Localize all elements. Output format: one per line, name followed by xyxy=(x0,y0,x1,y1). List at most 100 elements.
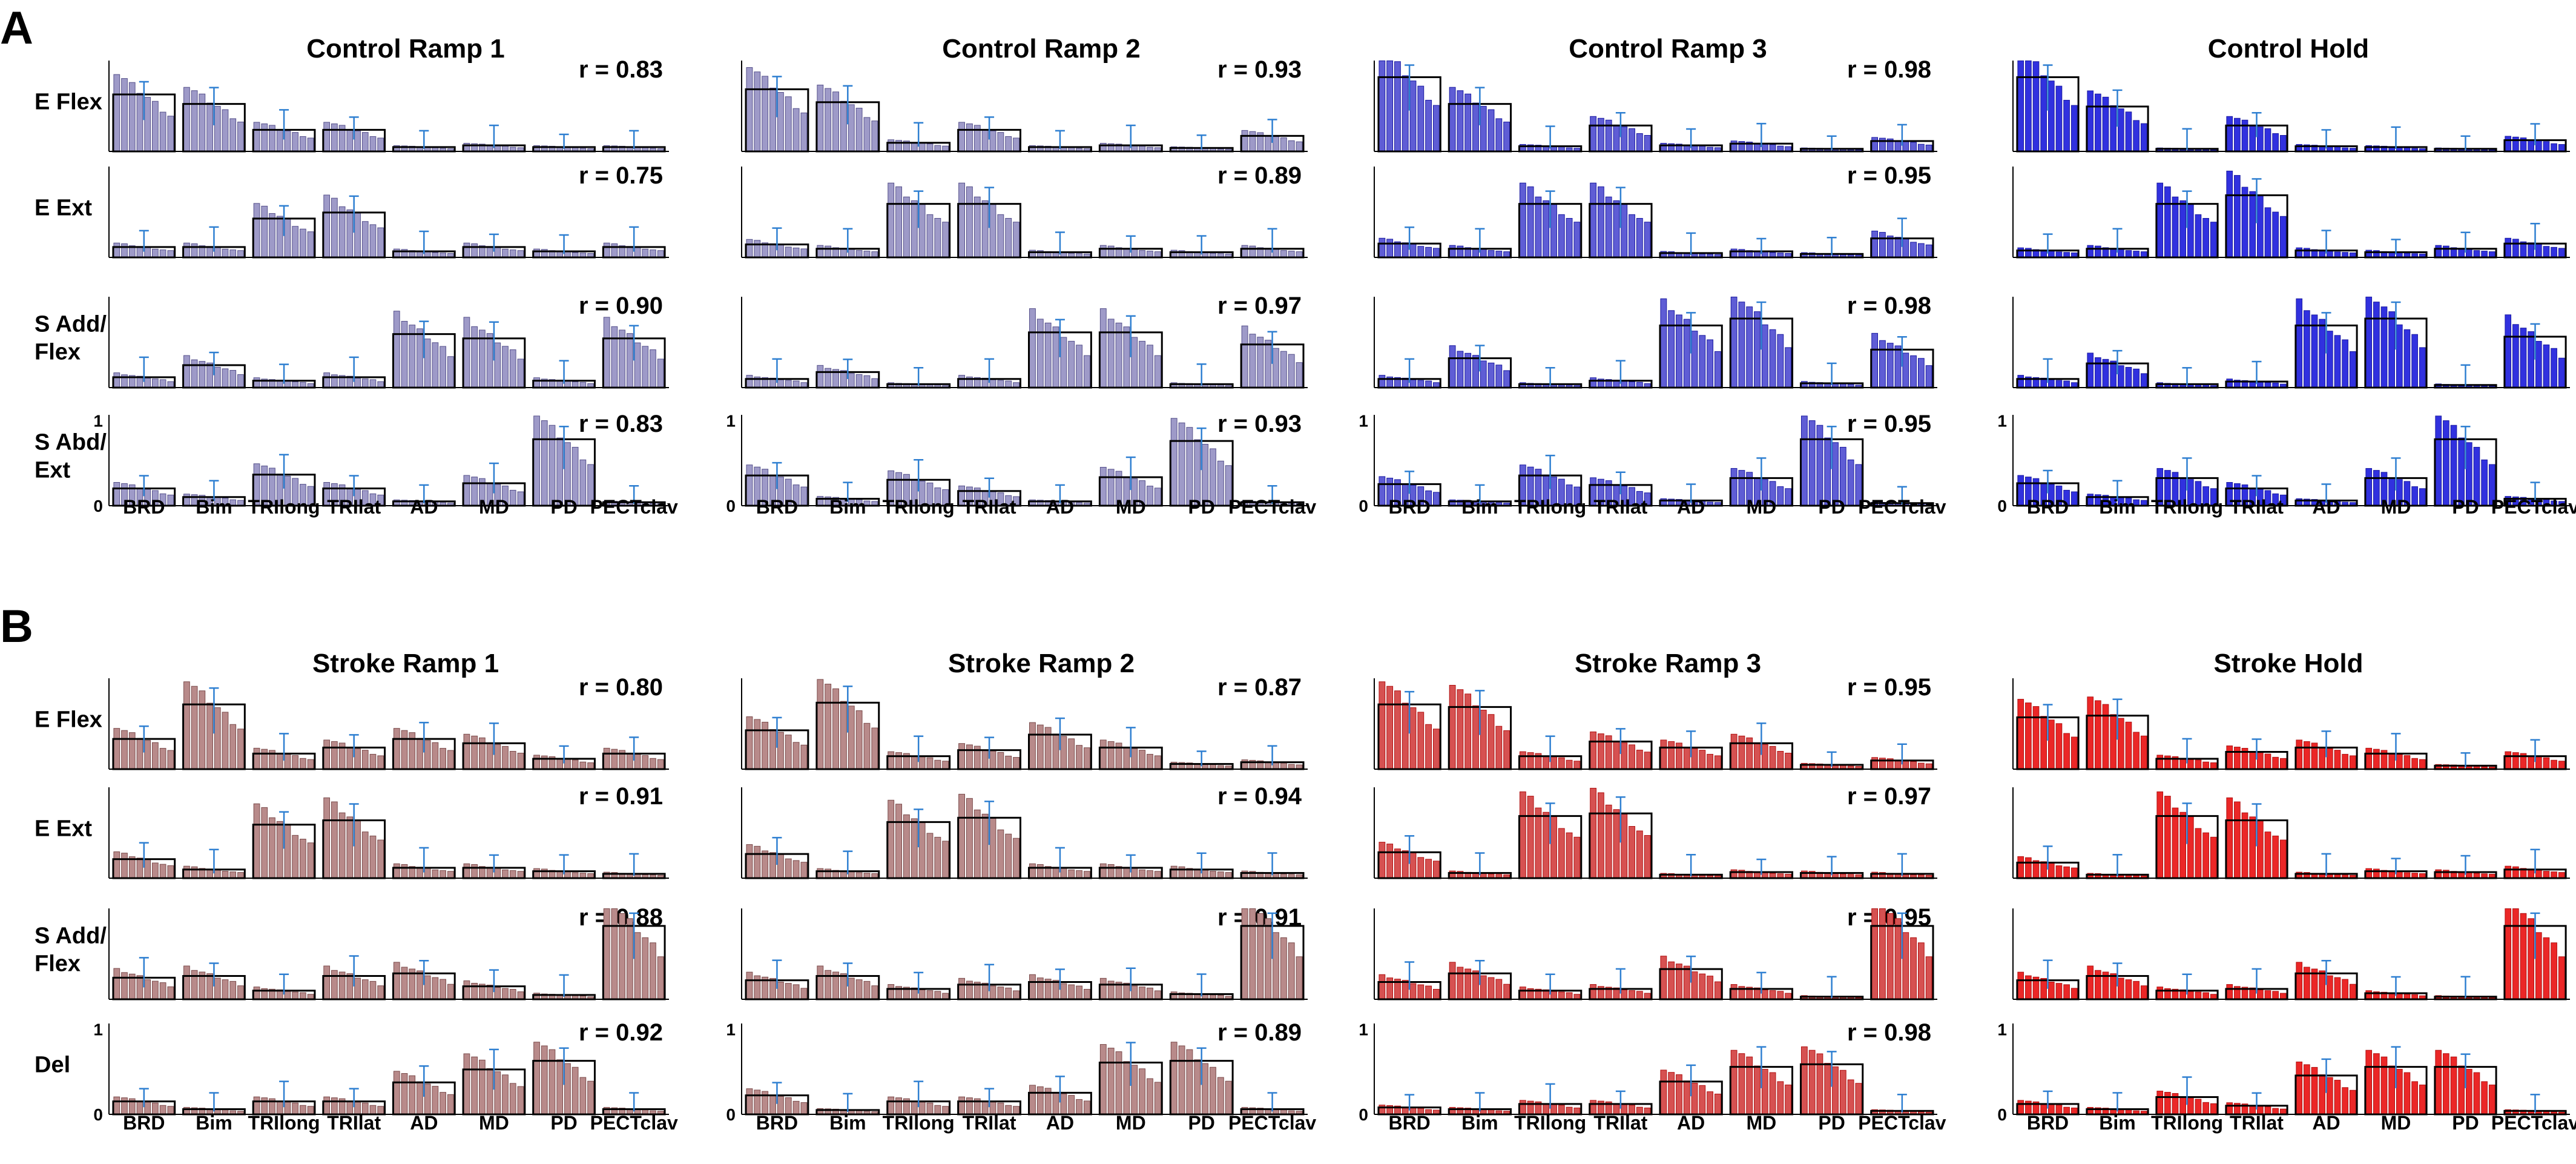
subject-bar xyxy=(777,732,783,769)
subject-bar xyxy=(2203,993,2209,999)
subject-bar xyxy=(2551,144,2557,151)
subject-bar xyxy=(1242,908,1248,999)
subject-bar xyxy=(2334,336,2340,388)
correlation-label: r = 0.97 xyxy=(1847,783,1931,810)
subject-bar xyxy=(1731,870,1737,878)
subject-bar xyxy=(262,124,268,151)
subject-bar xyxy=(1225,1081,1231,1114)
subject-bar xyxy=(207,974,213,999)
subject-bar xyxy=(1770,746,1776,769)
muscle-tick-label: PECTclav xyxy=(1228,496,1316,518)
subject-bar xyxy=(1457,351,1463,388)
subject-bar xyxy=(1053,734,1059,769)
subject-bar xyxy=(114,243,120,257)
subject-bar xyxy=(510,752,516,769)
subject-bar xyxy=(370,754,376,769)
subject-bar xyxy=(1265,136,1271,151)
subject-bar xyxy=(1217,872,1224,878)
subject-bar xyxy=(347,210,353,257)
subject-bar xyxy=(1433,248,1439,257)
subject-bar xyxy=(2280,840,2286,878)
subject-bar xyxy=(1566,219,1572,257)
subject-bar xyxy=(1457,246,1463,257)
subject-bar xyxy=(2419,1085,2425,1114)
subject-bar xyxy=(2133,981,2140,999)
subject-bar xyxy=(518,492,524,506)
subject-bar xyxy=(1037,319,1043,388)
subject-bar xyxy=(137,93,143,151)
subject-bar xyxy=(1433,861,1439,878)
subject-bar xyxy=(2049,251,2055,257)
subject-bar xyxy=(793,742,799,769)
subject-bar xyxy=(848,249,854,257)
subject-bar xyxy=(1739,471,1745,506)
subject-bar xyxy=(184,682,190,769)
subject-bar xyxy=(214,247,220,257)
subject-bar xyxy=(1762,144,1768,151)
subject-bar xyxy=(324,966,330,999)
subject-bar xyxy=(2412,487,2418,506)
subject-bar xyxy=(1410,81,1416,151)
subject-bar xyxy=(919,822,925,878)
subject-bar xyxy=(1250,246,1256,257)
subplot-title: Control Hold xyxy=(2208,34,2369,64)
subject-bar xyxy=(394,962,400,999)
subject-bar xyxy=(222,980,228,999)
subject-bar xyxy=(447,871,453,878)
subject-bar xyxy=(650,349,656,388)
subject-bar xyxy=(2551,943,2557,999)
muscle-tick-label: PD xyxy=(2452,1112,2479,1134)
subject-bar xyxy=(1504,730,1510,769)
subject-bar xyxy=(2265,208,2271,257)
subject-bar xyxy=(1076,1099,1082,1114)
subject-bar xyxy=(2304,1065,2310,1114)
subject-bar xyxy=(472,477,478,506)
subject-bar xyxy=(1006,136,1012,151)
subject-bar xyxy=(1504,984,1510,999)
subject-bar xyxy=(1265,919,1271,999)
subject-bar xyxy=(927,214,933,257)
subject-bar xyxy=(2141,736,2147,769)
subject-bar xyxy=(230,250,236,257)
subject-bar xyxy=(238,251,244,257)
subject-bar xyxy=(2188,816,2194,878)
subject-bar xyxy=(2210,222,2216,257)
subject-bar xyxy=(1872,231,1878,257)
subject-bar xyxy=(911,200,917,257)
subject-bar xyxy=(1496,119,1502,151)
subject-bar xyxy=(1030,309,1036,388)
subject-bar xyxy=(2443,246,2449,257)
muscle-tick-label: MD xyxy=(2381,1112,2411,1134)
subject-bar xyxy=(1817,1054,1823,1114)
subject-bar xyxy=(495,744,501,769)
subject-bar xyxy=(2103,97,2109,151)
subject-bar xyxy=(1210,1067,1216,1114)
subject-bar xyxy=(746,972,753,999)
subject-bar xyxy=(1911,242,1917,257)
subject-bar xyxy=(1379,61,1385,151)
subject-bar xyxy=(2327,976,2333,999)
subject-bar xyxy=(1013,991,1020,999)
subject-bar xyxy=(1379,238,1385,257)
subject-bar xyxy=(1296,957,1302,999)
subject-bar xyxy=(370,225,376,257)
subject-bar xyxy=(1613,125,1619,151)
subject-bar xyxy=(1684,966,1690,999)
subject-bar xyxy=(332,198,338,257)
subject-bar xyxy=(2319,1075,2325,1114)
subject-bar xyxy=(1061,736,1067,769)
subject-bar xyxy=(432,742,438,769)
subject-bar xyxy=(2374,471,2380,506)
subject-bar xyxy=(2235,747,2241,769)
subject-bar xyxy=(2018,699,2024,769)
correlation-label: r = 0.95 xyxy=(1847,674,1931,701)
subject-bar xyxy=(2558,957,2564,999)
subject-bar xyxy=(2265,832,2271,878)
subject-bar xyxy=(2095,94,2101,151)
y-tick-label: 1 xyxy=(1359,412,1368,431)
subject-bar xyxy=(657,359,664,388)
subject-bar xyxy=(1872,137,1878,151)
subject-bar xyxy=(464,317,470,388)
subject-bar xyxy=(1918,144,1924,151)
subject-bar xyxy=(472,864,478,878)
